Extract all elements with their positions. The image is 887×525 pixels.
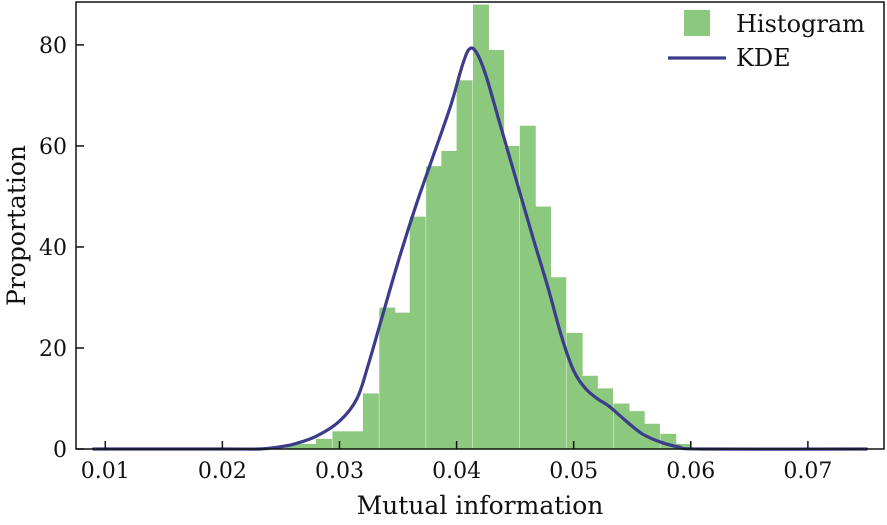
kde-layer xyxy=(91,46,869,451)
histogram-bar xyxy=(503,145,520,449)
plot-frame xyxy=(75,1,885,450)
histogram-bar xyxy=(566,332,583,449)
histogram-bar xyxy=(300,443,317,449)
legend-kde-label: KDE xyxy=(736,44,791,72)
histogram-bar xyxy=(472,4,489,450)
histogram-bar xyxy=(409,216,426,449)
histogram-bar xyxy=(535,206,552,449)
y-tick-label: 20 xyxy=(39,337,67,362)
histogram-bar xyxy=(316,438,333,449)
histogram-bars xyxy=(285,4,692,450)
y-tick-label: 40 xyxy=(39,236,67,261)
x-tick-label: 0.06 xyxy=(666,459,715,484)
x-tick-label: 0.02 xyxy=(198,459,247,484)
histogram-bar xyxy=(362,393,379,449)
histogram-bar xyxy=(488,49,505,449)
y-tick-label: 0 xyxy=(53,438,67,463)
legend: Histogram KDE xyxy=(668,10,865,72)
x-tick-label: 0.03 xyxy=(315,459,364,484)
x-axis-title: Mutual information xyxy=(357,491,604,520)
histogram-bar xyxy=(643,423,660,449)
histogram-bar xyxy=(597,388,614,449)
histogram-bar xyxy=(379,307,396,449)
histogram-bar xyxy=(519,125,536,449)
y-tick-label: 80 xyxy=(39,34,67,59)
histogram-bar xyxy=(285,443,302,449)
x-tick-label: 0.07 xyxy=(783,459,832,484)
histogram-bar xyxy=(550,277,567,449)
histogram-bar xyxy=(675,443,692,449)
y-axis: 0 20 40 60 80 xyxy=(39,34,84,463)
x-tick-label: 0.04 xyxy=(432,459,481,484)
histogram-bar xyxy=(332,431,349,449)
histogram-bar xyxy=(456,80,473,449)
x-tick-label: 0.01 xyxy=(81,459,130,484)
histogram-bar xyxy=(441,151,458,449)
kde-line xyxy=(91,46,869,451)
y-axis-title: Proportation xyxy=(2,145,31,306)
y-tick-label: 60 xyxy=(39,135,67,160)
legend-histogram-label: Histogram xyxy=(736,10,865,38)
legend-histogram-swatch xyxy=(684,10,710,36)
histogram-bar xyxy=(394,312,411,449)
histogram-bar xyxy=(347,431,364,449)
histogram-bar xyxy=(426,166,443,449)
x-tick-label: 0.05 xyxy=(549,459,598,484)
x-axis: 0.01 0.02 0.03 0.04 0.05 0.06 0.07 xyxy=(81,441,832,484)
